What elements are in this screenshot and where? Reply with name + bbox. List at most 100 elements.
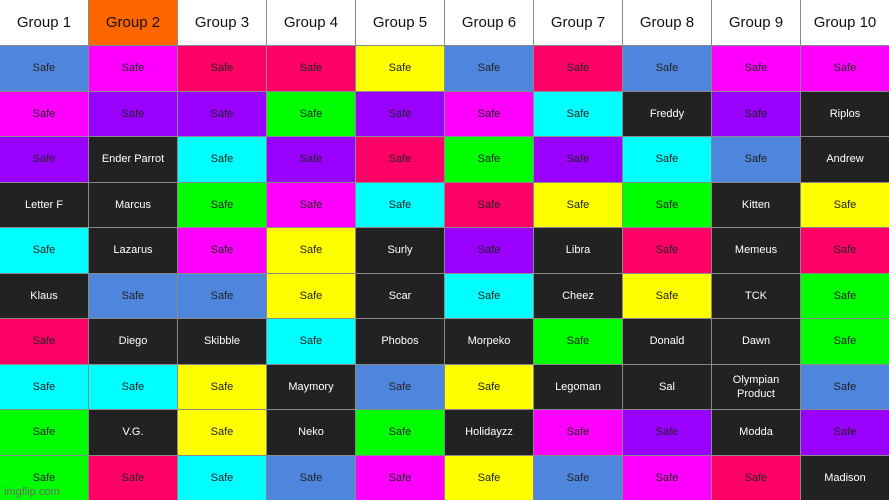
grid-cell: Safe (89, 91, 177, 136)
grid-cell: Dawn (712, 319, 800, 364)
grid-cell: Safe (712, 455, 800, 500)
grid-cell: Olympian Product (712, 364, 800, 409)
grid-cell: Safe (267, 91, 355, 136)
grid-cell: Maymory (267, 364, 355, 409)
grid-cell: Safe (534, 91, 622, 136)
grid-cell: Safe (445, 364, 533, 409)
grid-cell: Safe (534, 319, 622, 364)
grid-cell: Legoman (534, 364, 622, 409)
grid-cell: Safe (801, 364, 889, 409)
grid-cell: Safe (0, 455, 88, 500)
grid-cell: Memeus (712, 228, 800, 273)
grid-cell: Safe (0, 319, 88, 364)
grid-cell: Safe (534, 137, 622, 182)
grid-cell: Safe (445, 455, 533, 500)
grid-cell: Safe (89, 273, 177, 318)
grid-cell: Safe (89, 364, 177, 409)
grid-cell: Safe (534, 455, 622, 500)
group-header-5: Group 5 (356, 0, 444, 45)
grid-cell: Safe (534, 410, 622, 455)
grid-cell: Phobos (356, 319, 444, 364)
grid-cell: Morpeko (445, 319, 533, 364)
grid-cell: Safe (445, 228, 533, 273)
grid-cell: Surly (356, 228, 444, 273)
group-header-8: Group 8 (623, 0, 711, 45)
grid-cell: Libra (534, 228, 622, 273)
grid-cell: Safe (623, 137, 711, 182)
group-header-6: Group 6 (445, 0, 533, 45)
grid-cell: Safe (0, 46, 88, 91)
grid-cell: Safe (267, 273, 355, 318)
group-header-7: Group 7 (534, 0, 622, 45)
grid-cell: Safe (0, 228, 88, 273)
grid-cell: Safe (0, 137, 88, 182)
grid-cell: Safe (623, 182, 711, 227)
grid-cell: Andrew (801, 137, 889, 182)
grid-cell: Neko (267, 410, 355, 455)
grid-cell: Safe (178, 46, 266, 91)
grid-cell: Safe (356, 137, 444, 182)
group-header-1: Group 1 (0, 0, 88, 45)
grid-cell: Riplos (801, 91, 889, 136)
grid-cell: Sal (623, 364, 711, 409)
grid-cell: Safe (712, 137, 800, 182)
grid-cell: Safe (178, 364, 266, 409)
grid-cell: Letter F (0, 182, 88, 227)
grid-cell: Safe (0, 91, 88, 136)
grid-cell: Safe (89, 46, 177, 91)
grid-cell: Safe (623, 410, 711, 455)
grid-cell: Madison (801, 455, 889, 500)
grid-cell: Safe (356, 91, 444, 136)
grid-cell: Safe (801, 46, 889, 91)
grid-cell: Safe (267, 228, 355, 273)
grid-cell: Safe (178, 410, 266, 455)
grid-cell: Safe (178, 91, 266, 136)
grid-cell: Holidayzz (445, 410, 533, 455)
grid-cell: Safe (267, 137, 355, 182)
grid-cell: Safe (712, 46, 800, 91)
grid-cell: Safe (534, 182, 622, 227)
grid-cell: Safe (267, 319, 355, 364)
grid-cell: Klaus (0, 273, 88, 318)
grid-cell: Freddy (623, 91, 711, 136)
grid-cell: Donald (623, 319, 711, 364)
grid-cell: Safe (801, 182, 889, 227)
grid-cell: Lazarus (89, 228, 177, 273)
grid-cell: Safe (0, 364, 88, 409)
grid-cell: Safe (178, 182, 266, 227)
grid-cell: Safe (356, 46, 444, 91)
group-header-2: Group 2 (89, 0, 177, 45)
grid-cell: Safe (712, 91, 800, 136)
grid-cell: Safe (267, 46, 355, 91)
grid-cell: Safe (89, 455, 177, 500)
grid-cell: Skibble (178, 319, 266, 364)
grid-cell: Safe (623, 455, 711, 500)
grid-cell: Safe (801, 228, 889, 273)
grid-cell: Safe (356, 182, 444, 227)
group-header-9: Group 9 (712, 0, 800, 45)
group-header-10: Group 10 (801, 0, 889, 45)
grid-cell: Safe (801, 273, 889, 318)
grid-cell: Safe (356, 410, 444, 455)
grid-cell: Safe (0, 410, 88, 455)
grid-cell: Safe (178, 455, 266, 500)
grid-cell: Kitten (712, 182, 800, 227)
grid-cell: Ender Parrot (89, 137, 177, 182)
grid-cell: Safe (178, 137, 266, 182)
grid-cell: Safe (623, 273, 711, 318)
grid-cell: Safe (267, 455, 355, 500)
grid-cell: Modda (712, 410, 800, 455)
grid-cell: Safe (623, 228, 711, 273)
grid-cell: Safe (534, 46, 622, 91)
grid-cell: Safe (445, 137, 533, 182)
grid-cell: TCK (712, 273, 800, 318)
grid-cell: Diego (89, 319, 177, 364)
group-header-4: Group 4 (267, 0, 355, 45)
grid-cell: Safe (623, 46, 711, 91)
grid-cell: Safe (801, 319, 889, 364)
grid-cell: Safe (178, 273, 266, 318)
grid-cell: Safe (356, 364, 444, 409)
grid-cell: Cheez (534, 273, 622, 318)
grid-cell: Safe (267, 182, 355, 227)
